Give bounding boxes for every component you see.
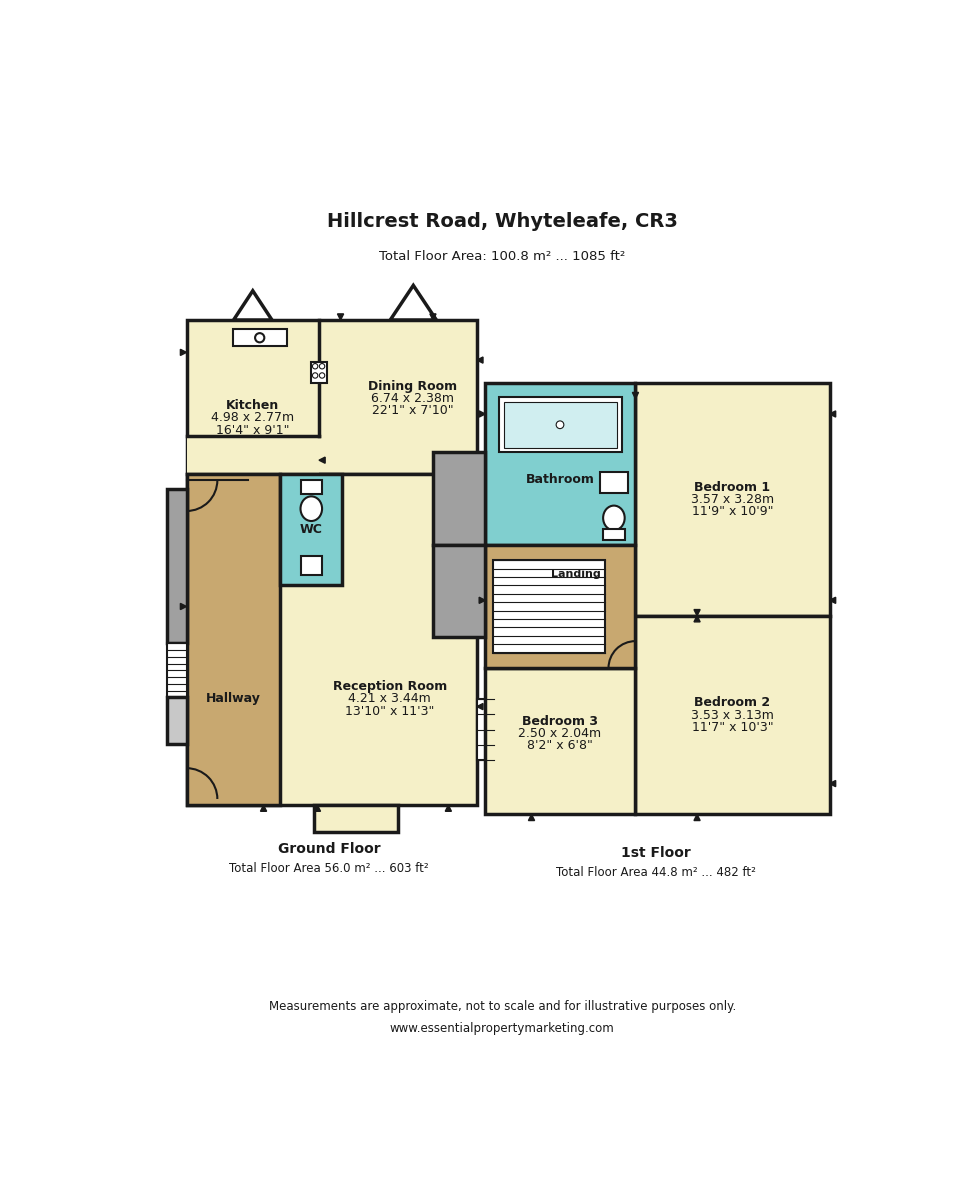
- Bar: [485, 383, 635, 545]
- Text: Total Floor Area 56.0 m² ... 603 ft²: Total Floor Area 56.0 m² ... 603 ft²: [229, 862, 429, 875]
- Text: 8'2" x 6'8": 8'2" x 6'8": [527, 739, 593, 752]
- Text: 1st Floor: 1st Floor: [621, 846, 691, 860]
- Polygon shape: [829, 780, 836, 786]
- Text: Kitchen: Kitchen: [226, 399, 279, 412]
- Polygon shape: [694, 814, 700, 821]
- Bar: [186, 474, 477, 805]
- Polygon shape: [430, 314, 436, 320]
- Circle shape: [319, 364, 324, 368]
- Text: Bedroom 3: Bedroom 3: [522, 715, 598, 727]
- Polygon shape: [261, 805, 267, 811]
- Polygon shape: [180, 603, 186, 609]
- Bar: [280, 474, 342, 585]
- Bar: [186, 320, 477, 474]
- Polygon shape: [694, 609, 700, 615]
- Text: Hallway: Hallway: [206, 692, 261, 706]
- Text: Measurements are approximate, not to scale and for illustrative purposes only.: Measurements are approximate, not to sca…: [269, 1001, 736, 1014]
- Polygon shape: [829, 411, 836, 417]
- Polygon shape: [445, 805, 452, 811]
- Polygon shape: [528, 814, 535, 821]
- Text: 4.21 x 3.44m: 4.21 x 3.44m: [349, 692, 431, 706]
- Polygon shape: [829, 597, 836, 603]
- Text: Bathroom: Bathroom: [525, 473, 595, 486]
- Text: Reception Room: Reception Room: [332, 680, 447, 694]
- Polygon shape: [180, 349, 186, 355]
- Bar: [168, 490, 186, 643]
- Circle shape: [313, 364, 318, 368]
- Bar: [485, 668, 635, 814]
- Text: Dining Room: Dining Room: [368, 379, 458, 393]
- Bar: [485, 545, 635, 668]
- Polygon shape: [315, 805, 320, 811]
- Text: Hillcrest Road, Whyteleafe, CR3: Hillcrest Road, Whyteleafe, CR3: [326, 212, 678, 231]
- Text: Ground Floor: Ground Floor: [277, 842, 380, 856]
- Circle shape: [319, 373, 324, 378]
- Text: Bedroom 2: Bedroom 2: [695, 696, 770, 709]
- Polygon shape: [694, 615, 700, 622]
- Bar: [186, 436, 319, 474]
- Bar: [433, 545, 485, 637]
- Text: 16'4" x 9'1": 16'4" x 9'1": [216, 424, 289, 437]
- Polygon shape: [337, 314, 344, 320]
- Bar: [635, 383, 829, 615]
- Ellipse shape: [603, 506, 624, 530]
- Bar: [311, 361, 327, 383]
- Polygon shape: [477, 703, 483, 709]
- Text: www.essentialpropertymarketing.com: www.essentialpropertymarketing.com: [390, 1022, 614, 1035]
- Bar: [433, 453, 485, 545]
- Bar: [603, 530, 624, 541]
- Bar: [499, 397, 621, 453]
- Text: 22'1" x 7'10": 22'1" x 7'10": [372, 405, 454, 418]
- Bar: [301, 556, 322, 576]
- Ellipse shape: [301, 496, 322, 521]
- Text: 13'10" x 11'3": 13'10" x 11'3": [345, 704, 434, 718]
- Text: 2.50 x 2.04m: 2.50 x 2.04m: [518, 727, 602, 740]
- Text: Total Floor Area: 100.8 m² ... 1085 ft²: Total Floor Area: 100.8 m² ... 1085 ft²: [379, 249, 625, 262]
- Polygon shape: [477, 358, 483, 364]
- Bar: [600, 472, 628, 494]
- Bar: [168, 643, 186, 697]
- Bar: [314, 805, 398, 832]
- Text: Landing: Landing: [551, 569, 601, 579]
- Text: Total Floor Area 44.8 m² ... 482 ft²: Total Floor Area 44.8 m² ... 482 ft²: [557, 866, 757, 879]
- Polygon shape: [479, 597, 485, 603]
- Bar: [477, 698, 494, 761]
- Text: 4.98 x 2.77m: 4.98 x 2.77m: [212, 412, 294, 424]
- Circle shape: [313, 373, 318, 378]
- Polygon shape: [319, 458, 325, 464]
- Bar: [186, 474, 280, 805]
- Bar: [635, 615, 829, 814]
- Polygon shape: [479, 411, 485, 417]
- Bar: [301, 480, 322, 494]
- Text: 3.53 x 3.13m: 3.53 x 3.13m: [691, 708, 774, 721]
- Bar: [493, 560, 605, 653]
- Polygon shape: [632, 393, 639, 399]
- Text: Bedroom 1: Bedroom 1: [695, 480, 770, 494]
- Text: 6.74 x 2.38m: 6.74 x 2.38m: [371, 393, 455, 405]
- Text: 3.57 x 3.28m: 3.57 x 3.28m: [691, 492, 774, 506]
- Circle shape: [557, 421, 564, 429]
- Circle shape: [255, 334, 265, 342]
- Text: WC: WC: [300, 523, 322, 536]
- Bar: [504, 402, 617, 448]
- Bar: [168, 697, 186, 744]
- Text: 11'7" x 10'3": 11'7" x 10'3": [692, 721, 773, 734]
- Bar: [233, 329, 287, 347]
- Text: 11'9" x 10'9": 11'9" x 10'9": [692, 506, 773, 518]
